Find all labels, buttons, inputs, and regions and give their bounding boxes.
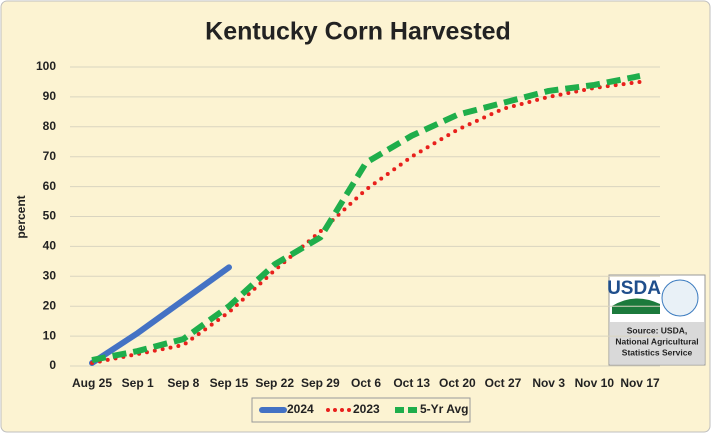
y-tick-label: 40 bbox=[43, 239, 57, 253]
series-line bbox=[89, 264, 232, 367]
x-tick-label: Nov 3 bbox=[532, 376, 565, 390]
x-tick-label: Oct 20 bbox=[439, 376, 476, 390]
legend-label: 5-Yr Avg bbox=[420, 402, 468, 416]
logo-text: USDA bbox=[607, 278, 661, 299]
x-tick-label: Nov 17 bbox=[620, 376, 660, 390]
x-tick-label: Sep 1 bbox=[122, 376, 154, 390]
y-tick-label: 30 bbox=[43, 268, 57, 282]
legend-label: 2024 bbox=[287, 402, 314, 416]
x-tick-label: Nov 10 bbox=[575, 376, 615, 390]
y-axis-label: percent bbox=[14, 195, 28, 238]
y-tick-label: 70 bbox=[43, 149, 57, 163]
y-tick-label: 60 bbox=[43, 179, 57, 193]
x-tick-label: Sep 22 bbox=[255, 376, 294, 390]
source-text: Source: USDA, bbox=[627, 325, 687, 335]
y-tick-label: 0 bbox=[49, 358, 56, 372]
source-box bbox=[610, 322, 704, 364]
x-tick-label: Oct 6 bbox=[351, 376, 381, 390]
x-tick-label: Oct 13 bbox=[393, 376, 430, 390]
x-tick-label: Sep 29 bbox=[301, 376, 340, 390]
y-tick-label: 100 bbox=[36, 59, 56, 73]
y-tick-label: 90 bbox=[43, 89, 57, 103]
y-tick-label: 80 bbox=[43, 119, 57, 133]
source-text: Statistics Service bbox=[622, 347, 693, 357]
legend-label: 2023 bbox=[353, 402, 380, 416]
y-tick-label: 10 bbox=[43, 328, 57, 342]
legend-box bbox=[251, 397, 471, 423]
logo-emblem bbox=[661, 279, 699, 317]
chart-title: Kentucky Corn Harvested bbox=[205, 18, 511, 46]
x-tick-label: Sep 8 bbox=[167, 376, 199, 390]
y-tick-label: 20 bbox=[43, 298, 57, 312]
x-tick-label: Aug 25 bbox=[72, 376, 112, 390]
series-line bbox=[91, 73, 641, 363]
x-tick-label: Oct 27 bbox=[485, 376, 522, 390]
source-text: National Agricultural bbox=[615, 336, 698, 346]
y-tick-label: 50 bbox=[43, 209, 57, 223]
x-tick-label: Sep 15 bbox=[210, 376, 249, 390]
